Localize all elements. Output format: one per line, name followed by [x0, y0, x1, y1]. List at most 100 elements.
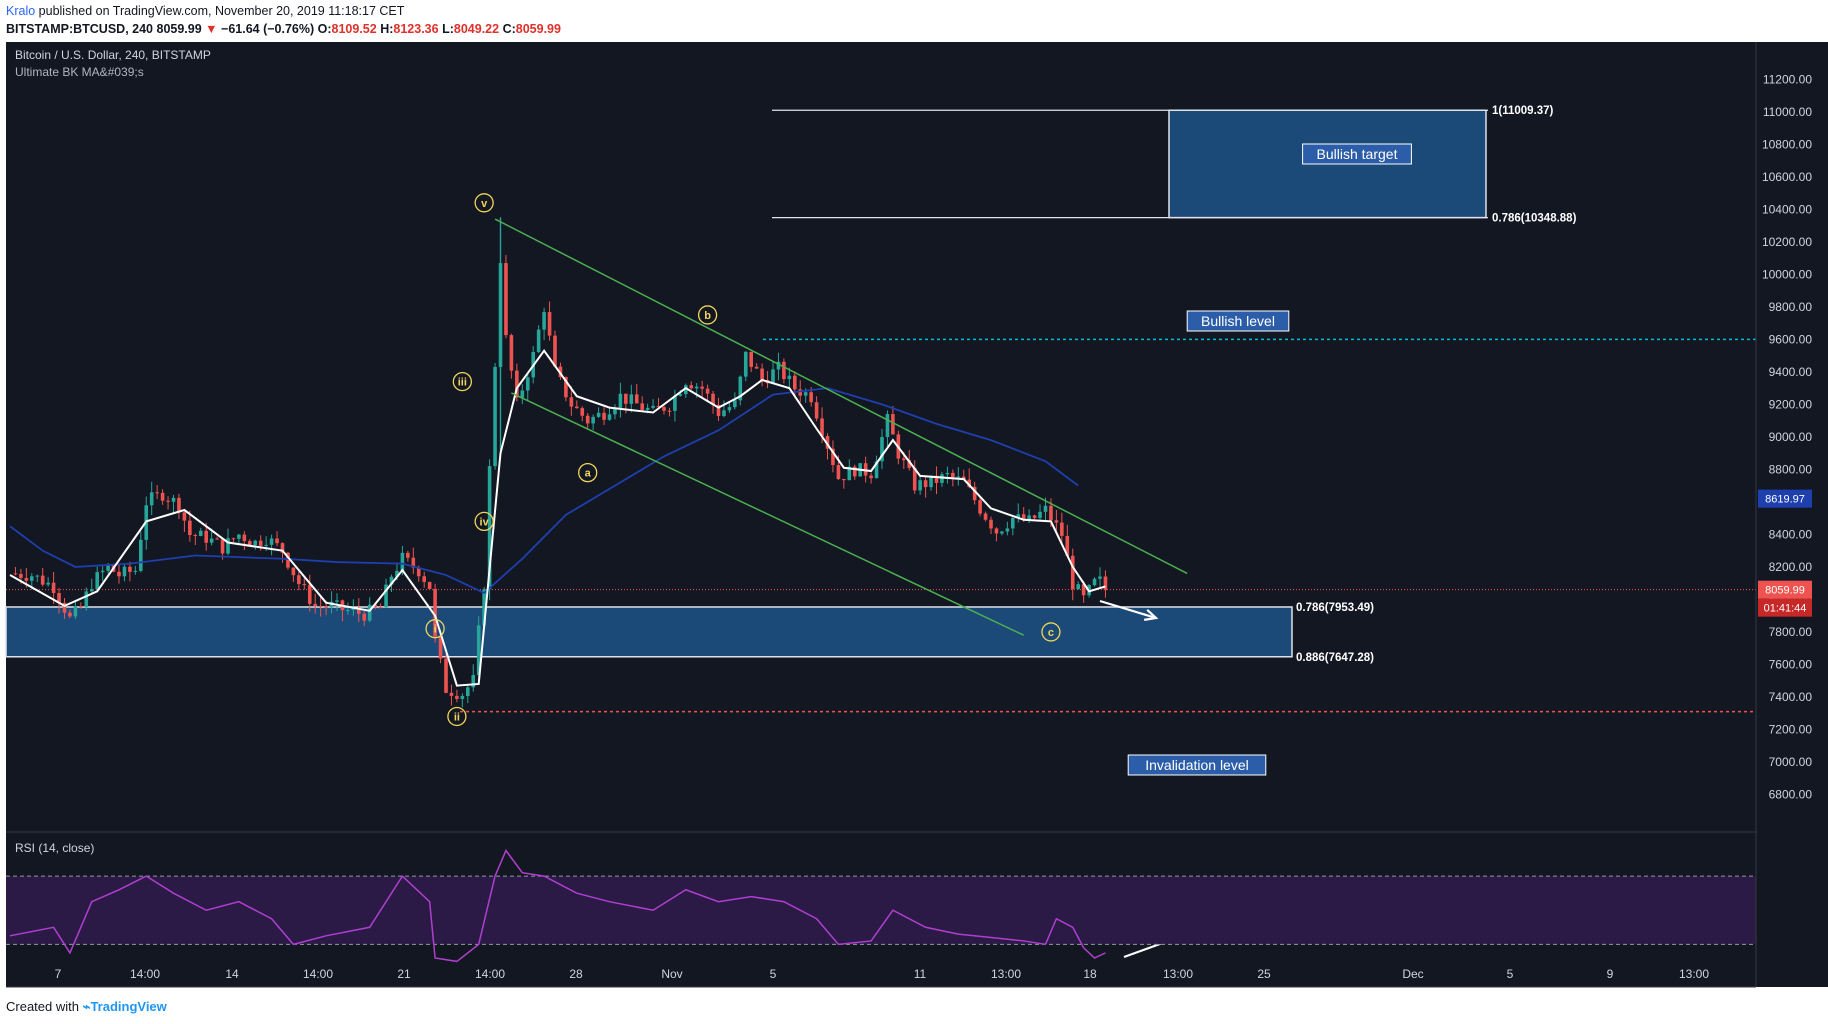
price-chart[interactable]: 0.786(7953.49) 0.886(7647.28) 1(11009.37) 0… [0, 42, 1828, 1000]
candle-body [1038, 511, 1042, 518]
candle-body [934, 475, 939, 483]
wave-circle [474, 511, 494, 532]
candle-body [193, 535, 198, 537]
candle-body [956, 476, 961, 478]
candle-body [346, 610, 350, 612]
arrow-head [1143, 609, 1159, 621]
time-tick-label: Nov [661, 967, 682, 981]
open-label: O: [317, 22, 332, 36]
candle [956, 467, 961, 486]
candle [248, 539, 252, 546]
time-tick-label: 7 [55, 967, 62, 981]
candle-body [133, 570, 138, 572]
candle-body [509, 335, 514, 371]
candle-body [656, 405, 661, 408]
candle [580, 406, 585, 422]
candle [89, 578, 94, 595]
candle [335, 593, 339, 612]
candle-body [30, 576, 34, 581]
candle-body [160, 492, 165, 501]
candle [242, 531, 247, 551]
candle-body [455, 695, 459, 699]
candle-body [694, 386, 699, 389]
wave-circle [447, 706, 467, 727]
candle [891, 406, 895, 435]
candle-body [852, 466, 857, 477]
candle-body [705, 388, 710, 394]
author-link[interactable]: Kralo [6, 4, 36, 18]
candle-body [384, 584, 388, 608]
candle-body [596, 412, 601, 417]
candle-body [520, 390, 525, 398]
chart-title: Bitcoin / U.S. Dollar, 240, BITSTAMP [15, 48, 211, 62]
candle-body [825, 436, 830, 449]
candle [1032, 514, 1037, 520]
wave-circle [1041, 622, 1061, 642]
wave-text: iii [458, 377, 467, 389]
candle [787, 367, 792, 389]
wave-label-i: i [425, 619, 445, 639]
candle-body [738, 376, 743, 401]
candle [825, 433, 830, 460]
candle-body [79, 606, 83, 608]
candle-body [836, 465, 841, 480]
candle-body [700, 386, 704, 389]
candle [542, 307, 546, 341]
time-tick-label: 14 [225, 967, 239, 981]
price-tick-label: 10200.00 [1762, 235, 1812, 249]
candle [602, 407, 606, 426]
candle-body [1081, 584, 1086, 596]
candle-body [171, 497, 176, 502]
price-tick-label: 7000.00 [1769, 755, 1813, 769]
fib-0786-upper-label: 0.786(10348.88) [1492, 213, 1577, 225]
candle-body [591, 416, 595, 424]
candle-body [891, 414, 895, 435]
invalidation-level-label: Invalidation level [1145, 757, 1249, 773]
candle [711, 390, 715, 414]
symbol-line: BITSTAMP:BTCUSD, 240 [6, 22, 154, 36]
tradingview-brand[interactable]: TradingView [90, 999, 167, 1014]
price-tick-label: 7400.00 [1769, 690, 1813, 704]
candle [313, 593, 317, 614]
candle-body [820, 418, 824, 437]
candle [978, 496, 982, 517]
candle-body [716, 404, 721, 417]
candle [1070, 548, 1075, 601]
high-value: 8123.36 [393, 22, 439, 36]
candle-body [923, 480, 928, 488]
last-price-tag-bg [1758, 580, 1812, 599]
candle [1000, 530, 1004, 536]
candle-body [673, 395, 677, 411]
candle [68, 609, 72, 619]
price-tick-label: 10400.00 [1762, 202, 1812, 216]
candle-body [100, 570, 105, 573]
candle [782, 358, 786, 384]
candle-body [433, 588, 437, 637]
candle [934, 466, 939, 495]
candle [73, 601, 78, 620]
candle-body [389, 576, 394, 585]
candle-body [689, 385, 694, 389]
candle-body [24, 577, 29, 581]
candle-body [444, 658, 448, 693]
candle-body [95, 572, 99, 590]
candle [509, 333, 514, 379]
candle-body [362, 613, 367, 621]
ma-price-tag-bg [1758, 489, 1812, 508]
candle-body [569, 397, 574, 407]
candle-body [351, 608, 356, 611]
tradingview-logo-icon[interactable]: ⌁ [82, 999, 91, 1014]
candle [912, 460, 917, 494]
candle [160, 489, 165, 505]
wave-label-iii: iii [452, 371, 473, 392]
candle [449, 684, 454, 706]
candle-body [411, 557, 416, 568]
candle-body [166, 500, 170, 502]
candle-body [182, 512, 187, 521]
candle [460, 693, 465, 708]
candle [231, 537, 236, 543]
candle [945, 466, 950, 484]
candle-body [416, 567, 421, 577]
candle-body [667, 410, 672, 412]
candle-body [504, 263, 508, 336]
